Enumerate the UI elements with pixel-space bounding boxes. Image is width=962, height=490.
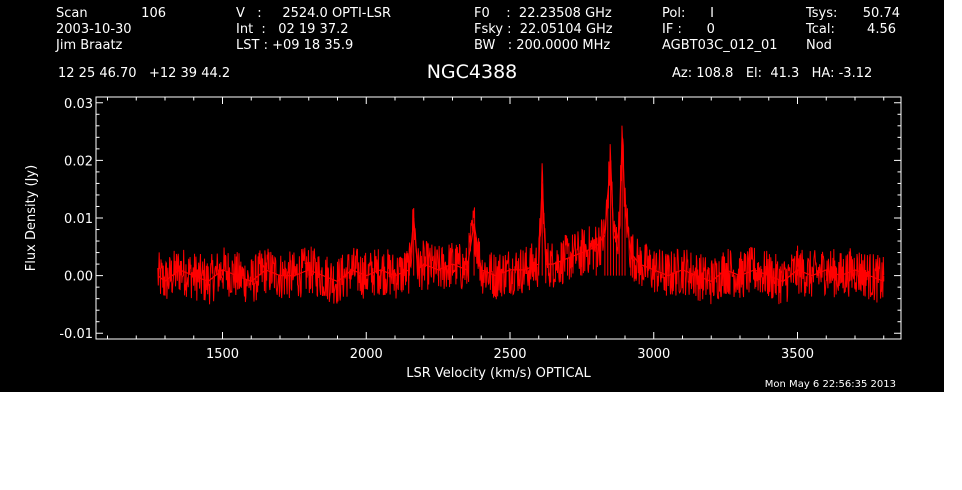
- tcal-label: Tcal:: [806, 22, 835, 37]
- lst-readout: LST : +09 18 35.9: [236, 38, 354, 53]
- spectrum-line: [157, 137, 884, 283]
- y-tick-label: -0.01: [59, 327, 93, 342]
- y-tick-label: 0.03: [64, 97, 93, 112]
- observer-name: Jim Braatz: [56, 38, 123, 53]
- sky-frequency: Fsky : 22.05104 GHz: [474, 22, 613, 37]
- x-tick-label: 3000: [637, 347, 670, 362]
- velocity-readout: V : 2524.0 OPTI-LSR: [236, 6, 392, 21]
- tcal-value: 4.56: [867, 22, 896, 37]
- procedure-name: Nod: [806, 38, 832, 53]
- scan-number: 106: [141, 6, 166, 21]
- y-tick-label: 0.01: [64, 212, 93, 227]
- pointing-readout: Az: 108.8 El: 41.3 HA: -3.12: [672, 66, 873, 81]
- source-name: NGC4388: [426, 61, 518, 83]
- rest-frequency: F0 : 22.23508 GHz: [474, 6, 612, 21]
- bandwidth: BW : 200.0000 MHz: [474, 38, 611, 53]
- tsys-label: Tsys:: [806, 6, 838, 21]
- x-axis-label: LSR Velocity (km/s) OPTICAL: [406, 366, 591, 381]
- plot-canvas: Scan 106 2003-10-30 Jim Braatz V : 2524.…: [0, 0, 944, 392]
- polarization: Pol: I: [662, 6, 714, 21]
- plot-frame: [95, 96, 902, 340]
- y-tick-label: 0.02: [64, 154, 93, 169]
- if-number: IF : 0: [662, 22, 715, 37]
- observation-date: 2003-10-30: [56, 22, 132, 37]
- source-coordinates: 12 25 46.70 +12 39 44.2: [58, 66, 231, 81]
- y-tick-label: 0.00: [64, 270, 93, 285]
- x-tick-label: 2000: [350, 347, 383, 362]
- plot-timestamp: Mon May 6 22:56:35 2013: [764, 379, 896, 390]
- x-tick-label: 3500: [781, 347, 814, 362]
- project-id: AGBT03C_012_01: [662, 38, 778, 53]
- scan-label: Scan: [56, 6, 88, 21]
- tsys-value: 50.74: [862, 6, 900, 21]
- integration-time: Int : 02 19 37.2: [236, 22, 349, 37]
- x-tick-label: 2500: [493, 347, 526, 362]
- y-axis-label: Flux Density (Jy): [24, 165, 39, 271]
- x-tick-label: 1500: [206, 347, 239, 362]
- spectrum-chart: 1500 2000 2500 3000 3500 -0.01 0.00 0.01 0.02 0.0…: [24, 96, 902, 381]
